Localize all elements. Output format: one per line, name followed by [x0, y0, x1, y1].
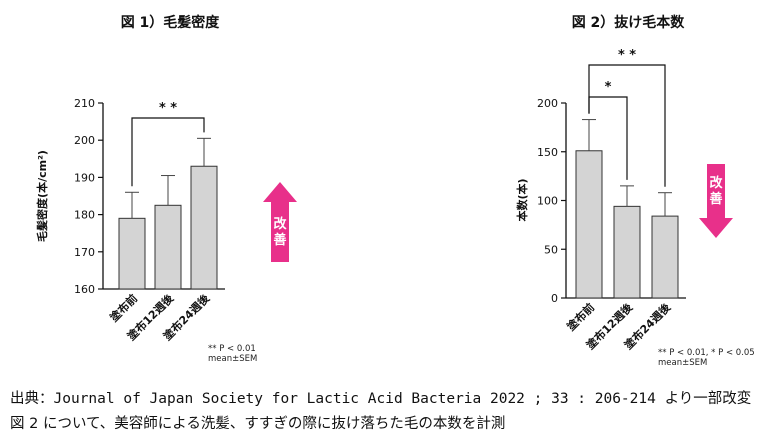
chart-title: 図 1）毛髪密度: [121, 14, 221, 31]
bar: [118, 217, 146, 290]
y-axis-label: 本数(本): [515, 178, 529, 221]
significance-label: *: [605, 80, 612, 95]
improvement-arrow: [699, 164, 733, 238]
bar: [651, 215, 679, 299]
bar: [575, 150, 603, 299]
arrow-label: 改: [273, 216, 287, 232]
y-tick-label: 0: [551, 292, 558, 305]
category-label: 塗布前: [564, 300, 597, 333]
y-tick-label: 180: [74, 209, 95, 222]
chart-note: ** P < 0.01, * P < 0.05: [658, 348, 755, 358]
source-note: 出典：Journal of Japan Society for Lactic A…: [10, 391, 752, 407]
y-tick-label: 50: [544, 243, 558, 256]
y-tick-label: 170: [74, 246, 95, 259]
chart-note: mean±SEM: [658, 358, 707, 368]
y-tick-label: 150: [537, 146, 558, 159]
y-tick-label: 200: [537, 97, 558, 110]
y-tick-label: 190: [74, 171, 95, 184]
y-tick-label: 160: [74, 283, 95, 296]
significance-bracket: [131, 117, 205, 187]
significance-label: * *: [618, 48, 636, 63]
chart-title: 図 2）抜け毛本数: [572, 14, 686, 31]
category-label: 塗布前: [107, 291, 140, 324]
arrow-label: 善: [709, 191, 722, 207]
arrow-label: 改: [709, 175, 723, 191]
arrow-label: 善: [273, 232, 286, 248]
y-axis-label: 毛髪密度(本/cm²): [35, 150, 49, 242]
y-tick-label: 210: [74, 97, 95, 110]
chart-note: mean±SEM: [208, 354, 257, 364]
chart-note: ** P < 0.01: [208, 344, 256, 354]
description-note: 図 2 について、美容師による洗髪、すすぎの際に抜け落ちた毛の本数を計測: [10, 416, 506, 432]
bar: [190, 165, 218, 290]
bar: [613, 205, 641, 299]
significance-bracket: [588, 64, 666, 187]
y-tick-label: 200: [74, 134, 95, 147]
bar: [154, 204, 182, 290]
significance-label: * *: [159, 101, 177, 116]
improvement-arrow: [263, 182, 297, 262]
y-tick-label: 100: [537, 195, 558, 208]
